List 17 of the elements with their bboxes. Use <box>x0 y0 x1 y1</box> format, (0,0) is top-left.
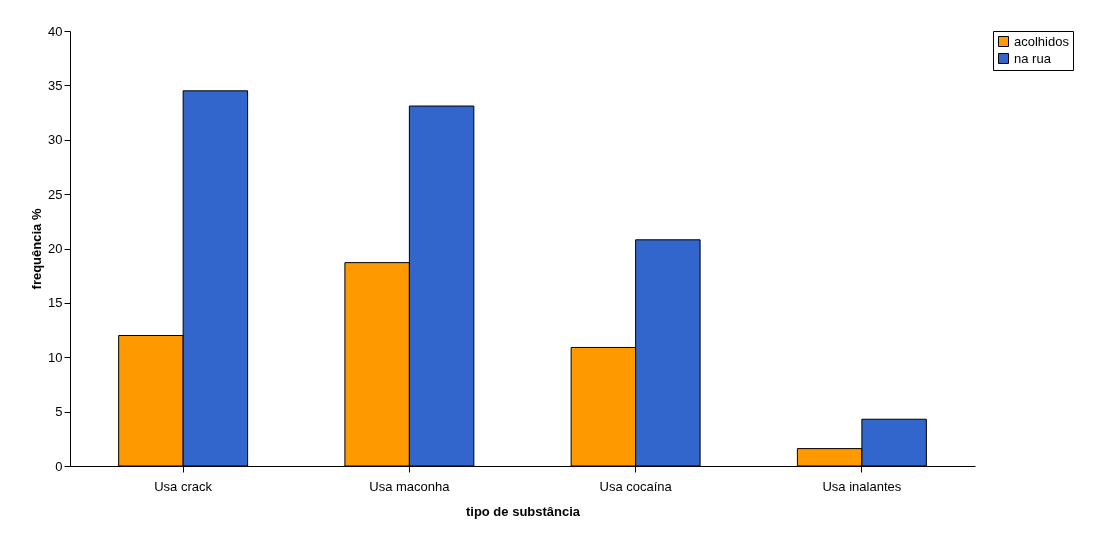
x-tick-label: Usa maconha <box>369 478 451 494</box>
y-tick-label: 5 <box>55 404 63 420</box>
y-tick-label: 35 <box>48 77 63 93</box>
y-axis-title: frequência % <box>29 208 45 290</box>
legend-label: na rua <box>1014 50 1052 66</box>
y-tick-label: 15 <box>48 295 63 311</box>
y-tick-label: 10 <box>48 349 63 365</box>
x-tick-label: Usa inalantes <box>822 478 902 494</box>
x-axis-title: tipo de substância <box>465 503 581 519</box>
y-tick-label: 40 <box>48 23 63 39</box>
x-tick-label: Usa cocaína <box>599 478 673 494</box>
y-tick-label: 20 <box>48 241 63 256</box>
y-tick-label: 30 <box>48 132 63 148</box>
y-tick-label: 0 <box>55 458 63 474</box>
x-tick-label: Usa crack <box>154 478 213 494</box>
legend-label: acolhidos <box>1014 33 1070 49</box>
y-tick-label: 25 <box>48 186 63 202</box>
